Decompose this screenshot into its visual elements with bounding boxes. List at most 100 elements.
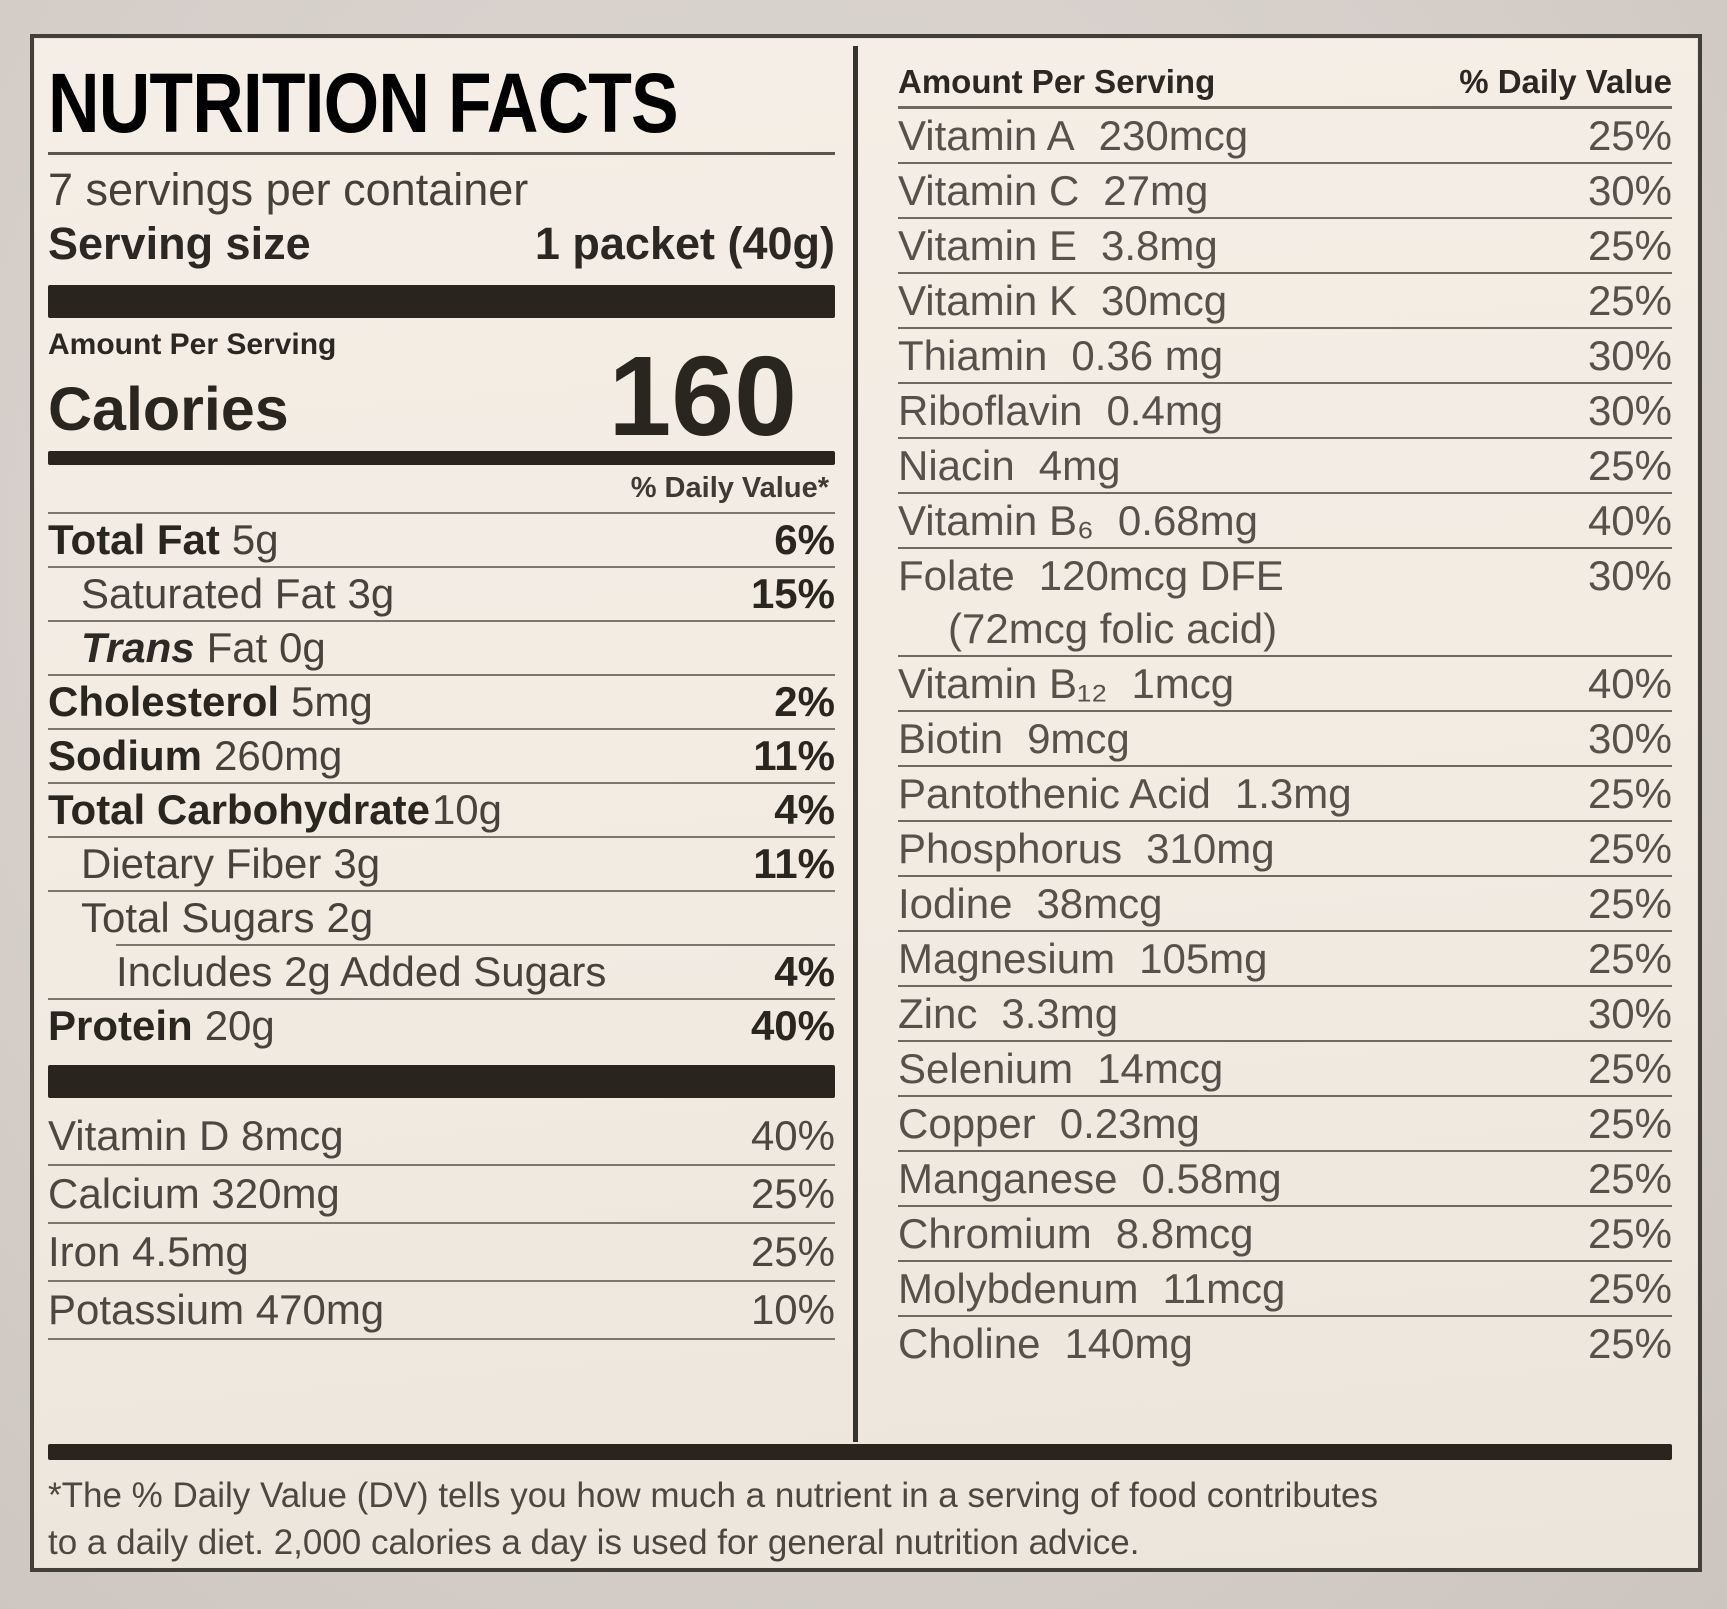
nutrient-name: Sodium xyxy=(48,732,202,780)
nutrient-row: Saturated Fat 3g 15% xyxy=(48,568,835,620)
row-separator xyxy=(898,382,1672,384)
nutrient-amount: 3g xyxy=(347,570,395,618)
calories-rule xyxy=(48,451,835,466)
micronutrient-daily-value: 30% xyxy=(1587,990,1672,1037)
row-separator xyxy=(898,1150,1672,1152)
micronutrient-name: Vitamin B₁₂ xyxy=(898,660,1108,707)
micronutrient-row: Choline 140mg 25% xyxy=(898,1317,1672,1370)
nutrient-amount: 20g xyxy=(204,1002,275,1050)
micronutrient-amount: 120mcg DFE xyxy=(1038,552,1284,599)
micronutrient-amount: 0.36 mg xyxy=(1071,332,1224,379)
nutrition-facts-label: NUTRITION FACTS 7 servings per container… xyxy=(30,34,1702,1572)
right-header-dv-label: % Daily Value xyxy=(1459,63,1672,100)
nutrient-amount: Fat 0g xyxy=(206,624,326,672)
row-separator xyxy=(48,620,835,623)
nutrient-name: Saturated Fat xyxy=(81,570,336,618)
mineral-name: Potassium 470mg xyxy=(48,1286,385,1334)
micronutrient-name: Phosphorus xyxy=(898,825,1123,872)
row-separator xyxy=(48,728,835,731)
micronutrient-name: Vitamin B₆ xyxy=(898,497,1094,544)
micronutrient-name: Vitamin E xyxy=(898,222,1077,269)
micronutrient-amount: 38mcg xyxy=(1036,880,1163,927)
mineral-name: Vitamin D 8mcg xyxy=(48,1112,344,1160)
row-separator xyxy=(48,890,835,893)
micronutrient-row: Thiamin 0.36 mg 30% xyxy=(898,329,1672,382)
nutrient-row: Cholesterol 5mg 2% xyxy=(48,676,835,728)
micronutrient-row: Copper 0.23mg 25% xyxy=(898,1097,1672,1150)
micronutrient-daily-value: 30% xyxy=(1587,552,1672,599)
micronutrient-daily-value: 25% xyxy=(1587,1100,1672,1147)
micronutrient-row: Vitamin E 3.8mg 25% xyxy=(898,219,1672,272)
nutrient-amount: 3g xyxy=(333,840,381,888)
thick-divider-bar xyxy=(48,285,835,319)
mineral-daily-value: 10% xyxy=(750,1286,835,1334)
nutrient-row: Total Sugars 2g xyxy=(48,892,835,944)
nutrient-daily-value: 11% xyxy=(753,732,835,780)
mineral-daily-value: 25% xyxy=(750,1170,835,1218)
nutrient-name: Trans xyxy=(81,624,195,672)
right-column: Amount Per Serving % Daily Value Vitamin… xyxy=(858,46,1672,1442)
micronutrient-name: Magnesium xyxy=(898,935,1116,982)
micronutrient-daily-value: 25% xyxy=(1587,825,1672,872)
nutrient-amount: 2g xyxy=(326,894,374,942)
micronutrient-daily-value: 40% xyxy=(1587,497,1672,544)
left-column: NUTRITION FACTS 7 servings per container… xyxy=(48,46,858,1442)
nutrient-daily-value: 4% xyxy=(774,948,835,996)
row-separator xyxy=(48,674,835,677)
micronutrient-amount: 0.4mg xyxy=(1106,387,1224,434)
label-title: NUTRITION FACTS xyxy=(48,56,679,150)
nutrient-name: Dietary Fiber xyxy=(81,840,322,888)
micronutrient-row: Molybdenum 11mcg 25% xyxy=(898,1262,1672,1315)
micronutrient-name: Copper xyxy=(898,1100,1036,1147)
nutrient-daily-value: 40% xyxy=(750,1002,835,1050)
micronutrient-amount: 14mcg xyxy=(1097,1045,1224,1092)
micronutrient-row: Niacin 4mg 25% xyxy=(898,439,1672,492)
micronutrient-name: Riboflavin xyxy=(898,387,1083,434)
amount-per-serving-label: Amount Per Serving xyxy=(48,328,337,362)
nutrient-name: Protein xyxy=(48,1002,193,1050)
row-separator xyxy=(898,875,1672,877)
micronutrient-name: Choline xyxy=(898,1320,1041,1367)
micronutrient-amount: 3.8mg xyxy=(1100,222,1218,269)
mineral-daily-value: 25% xyxy=(750,1228,835,1276)
micronutrient-daily-value: 30% xyxy=(1587,387,1672,434)
micronutrient-row: Folate 120mcg DFE 30% xyxy=(898,549,1672,602)
nutrient-name: Total Fat xyxy=(48,516,220,564)
micronutrient-name: Vitamin C xyxy=(898,167,1080,214)
nutrient-amount: 260mg xyxy=(214,732,343,780)
micronutrient-daily-value: 25% xyxy=(1587,770,1672,817)
row-separator xyxy=(48,1164,835,1167)
row-separator xyxy=(898,547,1672,549)
micronutrient-daily-value: 30% xyxy=(1587,167,1672,214)
nutrient-daily-value: 4% xyxy=(774,786,835,834)
micronutrient-name: Biotin xyxy=(898,715,1004,762)
right-column-header: Amount Per Serving % Daily Value xyxy=(898,54,1672,109)
row-separator xyxy=(48,836,835,839)
calories-row: Calories 160 xyxy=(48,340,835,453)
micronutrient-name: Manganese xyxy=(898,1155,1118,1202)
nutrient-name: Includes 2g Added Sugars xyxy=(116,948,607,996)
micronutrient-row: Riboflavin 0.4mg 30% xyxy=(898,384,1672,437)
micronutrient-name: Iodine xyxy=(898,880,1013,927)
micronutrient-daily-value: 25% xyxy=(1587,935,1672,982)
micronutrient-name: Niacin xyxy=(898,442,1015,489)
row-separator xyxy=(898,765,1672,767)
thick-divider-bar xyxy=(48,1065,835,1099)
micronutrient-row: Vitamin A 230mcg 25% xyxy=(898,109,1672,162)
micronutrient-rows: Vitamin A 230mcg 25% Vitamin C 27mg 30% Vitami… xyxy=(898,109,1672,1370)
row-separator xyxy=(898,930,1672,932)
micronutrient-daily-value: 25% xyxy=(1587,277,1672,324)
micronutrient-name: Thiamin xyxy=(898,332,1048,379)
mineral-row: Calcium 320mg 25% xyxy=(48,1166,835,1222)
servings-per-container: 7 servings per container xyxy=(48,164,529,216)
micronutrient-amount: 27mg xyxy=(1103,167,1209,214)
row-separator xyxy=(48,782,835,785)
micronutrient-amount: 1.3mg xyxy=(1234,770,1352,817)
micronutrient-name: Folate xyxy=(898,552,1015,599)
micronutrient-amount: 30mcg xyxy=(1100,277,1228,324)
micronutrient-name: Chromium xyxy=(898,1210,1092,1257)
mineral-name: Iron 4.5mg xyxy=(48,1228,249,1276)
micronutrient-daily-value: 40% xyxy=(1587,660,1672,707)
label-columns: NUTRITION FACTS 7 servings per container… xyxy=(48,46,1672,1442)
